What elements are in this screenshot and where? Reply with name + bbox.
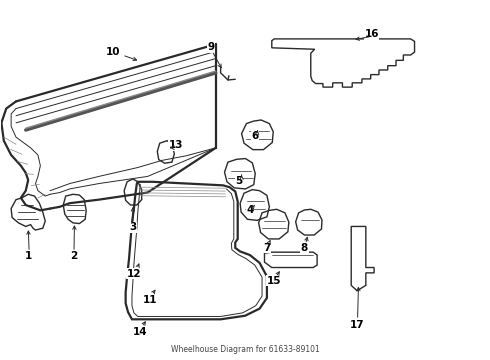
Text: 15: 15 [267,276,281,286]
Text: 8: 8 [301,243,308,253]
Text: 10: 10 [106,47,121,57]
Text: Wheelhouse Diagram for 61633-89101: Wheelhouse Diagram for 61633-89101 [171,345,319,354]
Text: 4: 4 [246,205,253,215]
Text: 17: 17 [350,320,365,330]
Text: 3: 3 [129,222,137,232]
Text: 5: 5 [236,176,243,186]
Text: 11: 11 [143,295,157,305]
Text: 9: 9 [207,42,215,52]
Text: 1: 1 [24,251,32,261]
Text: 16: 16 [365,29,379,39]
Text: 2: 2 [70,251,77,261]
Text: 13: 13 [169,140,183,150]
Text: 6: 6 [251,131,258,141]
Text: 12: 12 [126,269,141,279]
Text: 14: 14 [133,327,147,337]
Text: 7: 7 [263,243,270,253]
